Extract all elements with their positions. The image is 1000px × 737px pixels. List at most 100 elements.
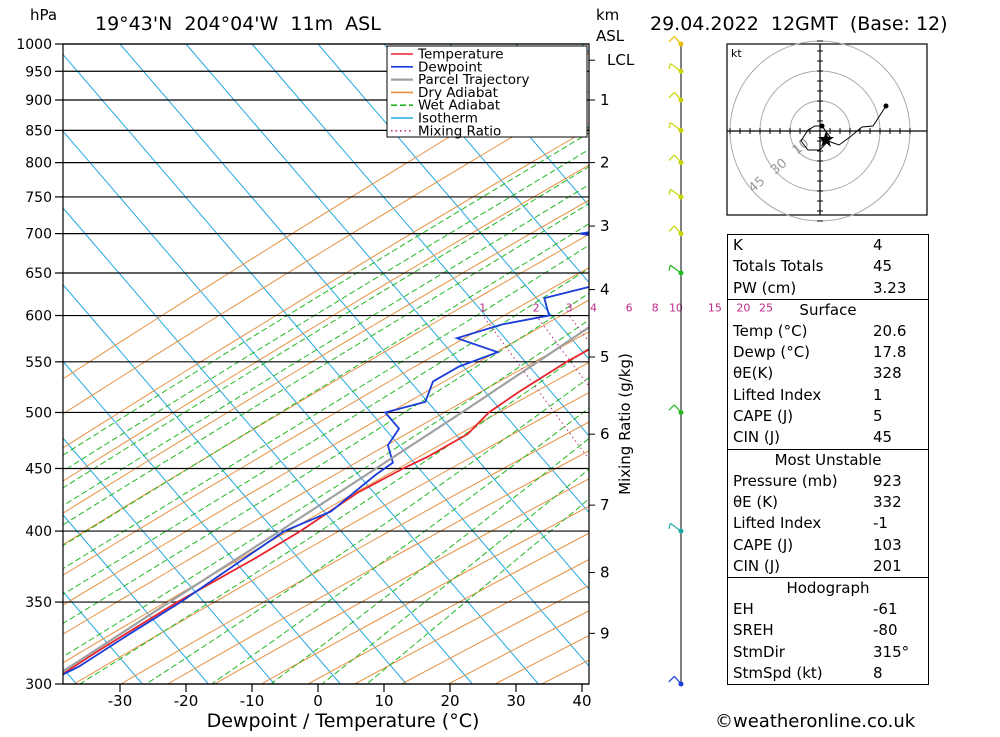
height-tick-label: 7 bbox=[600, 496, 610, 514]
isotherm-line bbox=[252, 44, 802, 684]
mixing-ratio-label: 15 bbox=[708, 302, 722, 315]
wind-barb-staff bbox=[674, 676, 681, 684]
wind-barb-staff bbox=[674, 405, 681, 413]
temperature-tick-label: -30 bbox=[108, 692, 133, 710]
wind-barb-flag bbox=[669, 523, 671, 529]
wind-barb-flag bbox=[669, 265, 671, 271]
pressure-tick-label: 950 bbox=[25, 64, 52, 80]
pressure-tick-label: 800 bbox=[25, 156, 52, 172]
pressure-tick-label: 700 bbox=[25, 227, 52, 243]
surface-theta-e-row: θE(K)328 bbox=[728, 363, 928, 384]
mixing-ratio-label: 1 bbox=[479, 302, 486, 315]
wind-barb-flag bbox=[669, 405, 675, 411]
wet-adiabat-line bbox=[0, 44, 763, 684]
mixing-ratio-axis-title: Mixing Ratio (g/kg) bbox=[616, 353, 634, 495]
mu-cin-row: CIN (J)201 bbox=[728, 556, 928, 577]
most-unstable-title: Most Unstable bbox=[728, 449, 928, 471]
pressure-tick-label: 750 bbox=[25, 190, 52, 206]
temperature-tick-label: 20 bbox=[440, 692, 459, 710]
pressure-unit-label: hPa bbox=[30, 6, 57, 24]
wind-barb-staff bbox=[674, 155, 681, 163]
mixing-ratio-label: 3 bbox=[566, 302, 573, 315]
pressure-tick-label: 500 bbox=[25, 405, 52, 421]
x-axis-title: Dewpoint / Temperature (°C) bbox=[207, 710, 480, 732]
wind-barb-flag bbox=[669, 64, 671, 70]
surface-temp-row: Temp (°C)20.6 bbox=[728, 321, 928, 342]
surface-cape-row: CAPE (J)5 bbox=[728, 406, 928, 427]
temperature-tick-label: 30 bbox=[506, 692, 525, 710]
wind-barb-staff bbox=[670, 189, 681, 197]
wet-adiabat-line bbox=[0, 44, 816, 684]
mu-cape-row: CAPE (J)103 bbox=[728, 535, 928, 556]
height-tick-label: 5 bbox=[600, 348, 610, 366]
pressure-tick-label: 350 bbox=[25, 595, 52, 611]
surface-title: Surface bbox=[728, 299, 928, 321]
temperature-tick-label: -20 bbox=[174, 692, 199, 710]
height-tick-label: 6 bbox=[600, 425, 610, 443]
sreh-row: SREH-80 bbox=[728, 620, 928, 641]
height-tick-label: 8 bbox=[600, 564, 610, 582]
wind-barb-flag bbox=[669, 676, 675, 682]
hodograph-unit-label: kt bbox=[731, 47, 742, 60]
pressure-tick-label: 900 bbox=[25, 93, 52, 109]
temperature-tick-label: 10 bbox=[374, 692, 393, 710]
pressure-tick-label: 450 bbox=[25, 461, 52, 477]
mixing-ratio-label: 2 bbox=[533, 302, 540, 315]
wind-barb-column bbox=[669, 36, 684, 686]
wind-barb-flag bbox=[669, 155, 675, 161]
surface-cin-row: CIN (J)45 bbox=[728, 427, 928, 448]
temperature-tick-label: 40 bbox=[572, 692, 591, 710]
temperature-tick-label: 0 bbox=[313, 692, 323, 710]
height-tick-label: 2 bbox=[600, 154, 610, 172]
pressure-tick-label: 600 bbox=[25, 309, 52, 325]
datetime-title: 29.04.2022 12GMT (Base: 12) bbox=[650, 13, 948, 35]
wind-barb-staff bbox=[674, 36, 681, 44]
height-unit-label: km bbox=[596, 6, 619, 24]
hodograph-point bbox=[820, 124, 825, 129]
mixing-ratio-label: 6 bbox=[626, 302, 633, 315]
hodograph-endpoint bbox=[884, 104, 889, 109]
stmspd-row: StmSpd (kt)8 bbox=[728, 663, 928, 684]
isobar-lines bbox=[55, 44, 589, 684]
mu-lifted-index-row: Lifted Index-1 bbox=[728, 513, 928, 534]
mu-pressure-row: Pressure (mb)923 bbox=[728, 471, 928, 492]
pw-row: PW (cm)3.23 bbox=[728, 278, 928, 299]
pressure-tick-label: 550 bbox=[25, 355, 52, 371]
pressure-tick-label: 850 bbox=[25, 123, 52, 139]
isotherm-line bbox=[186, 44, 736, 684]
eh-row: EH-61 bbox=[728, 599, 928, 620]
surface-dewp-row: Dewp (°C)17.8 bbox=[728, 342, 928, 363]
wind-barb-flag bbox=[669, 36, 675, 42]
mixing-ratio-label: 8 bbox=[652, 302, 659, 315]
wind-barb-flag bbox=[669, 123, 671, 129]
wind-barb-staff bbox=[674, 226, 681, 234]
pressure-tick-label: 400 bbox=[25, 524, 52, 540]
pressure-tick-label: 1000 bbox=[16, 37, 52, 53]
pressure-tick-labels: 3003504004505005506006507007508008509009… bbox=[16, 37, 52, 693]
height-tick-label: 1 bbox=[600, 91, 610, 109]
height-unit-label-asl: ASL bbox=[596, 27, 625, 45]
wind-barb-staff bbox=[670, 265, 681, 273]
wind-barb-flag bbox=[669, 189, 671, 195]
wind-barb-staff bbox=[670, 123, 681, 131]
wind-barb-flag bbox=[669, 92, 675, 98]
copyright-text: ©weatheronline.co.uk bbox=[715, 711, 916, 732]
mixing-ratio-label: 4 bbox=[590, 302, 597, 315]
isotherm-line bbox=[54, 44, 604, 684]
location-title: 19°43'N 204°04'W 11m ASL bbox=[95, 13, 381, 35]
height-tick-label: 3 bbox=[600, 217, 610, 235]
wind-barb-flag bbox=[669, 226, 675, 232]
pressure-tick-label: 300 bbox=[25, 677, 52, 693]
height-tick-label: LCL bbox=[607, 51, 635, 69]
height-tick-label: 4 bbox=[600, 281, 610, 299]
